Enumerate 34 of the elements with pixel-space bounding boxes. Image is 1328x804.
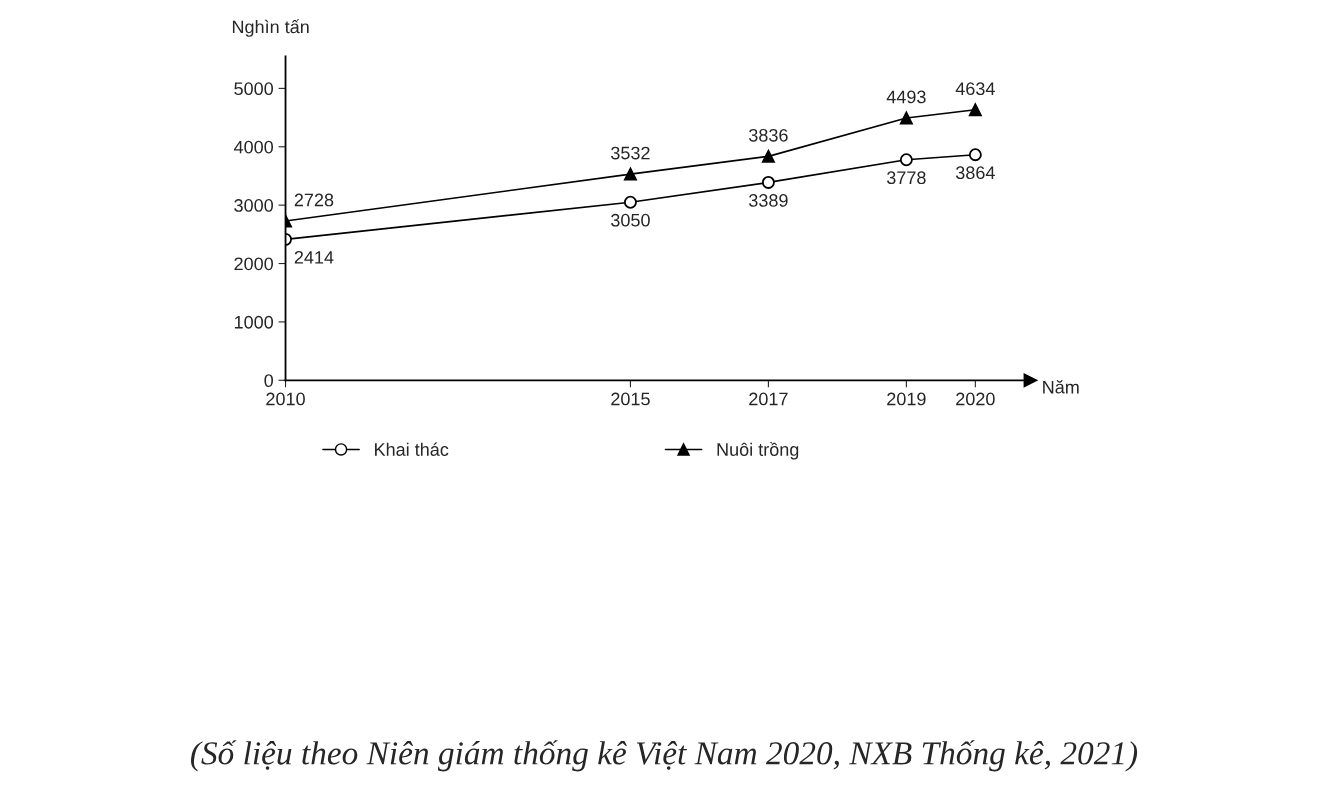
data-label: 3778 — [886, 171, 926, 185]
x-tick-label: 2017 — [749, 392, 788, 406]
legend-label: Khai thác — [375, 442, 449, 456]
y-tick-label: 4000 — [233, 140, 274, 154]
data-label: 3864 — [955, 166, 995, 180]
point — [899, 111, 913, 125]
point — [968, 148, 982, 162]
point — [623, 167, 637, 181]
data-label: 4493 — [886, 90, 926, 104]
text: (Số liệu theo Niên giám thống kê Việt Nam 2020, NXB Thống kê, 2021) — [191, 740, 1138, 772]
y-tick-label: 2000 — [234, 257, 274, 271]
x-tick-label: 2010 — [266, 392, 305, 406]
x-tick-label: 2019 — [887, 392, 926, 406]
data-label: 2728 — [294, 193, 334, 207]
data-label: 4634 — [955, 82, 995, 96]
point — [761, 175, 775, 189]
x-axis-title: Năm — [1043, 380, 1079, 394]
point — [968, 103, 982, 117]
point — [899, 153, 913, 167]
data-label: 3836 — [749, 128, 788, 142]
data-label: 3389 — [749, 194, 788, 207]
y-tick-label: 0 — [264, 374, 274, 388]
x-tick-label: 2015 — [611, 392, 650, 406]
data-label: 3532 — [611, 146, 650, 160]
x-tick-label: 2020 — [956, 392, 995, 406]
y-tick-label: 1000 — [234, 315, 274, 329]
y-tick-label: 3000 — [234, 199, 274, 212]
legend-label: Nuôi trồng — [717, 441, 799, 460]
y-axis-title: Nghìn tấn — [232, 19, 309, 37]
point — [623, 195, 637, 209]
point — [761, 149, 775, 163]
data-label: 2414 — [294, 250, 334, 264]
y-tick-label: 5000 — [234, 82, 274, 96]
data-label: 3050 — [611, 213, 650, 227]
